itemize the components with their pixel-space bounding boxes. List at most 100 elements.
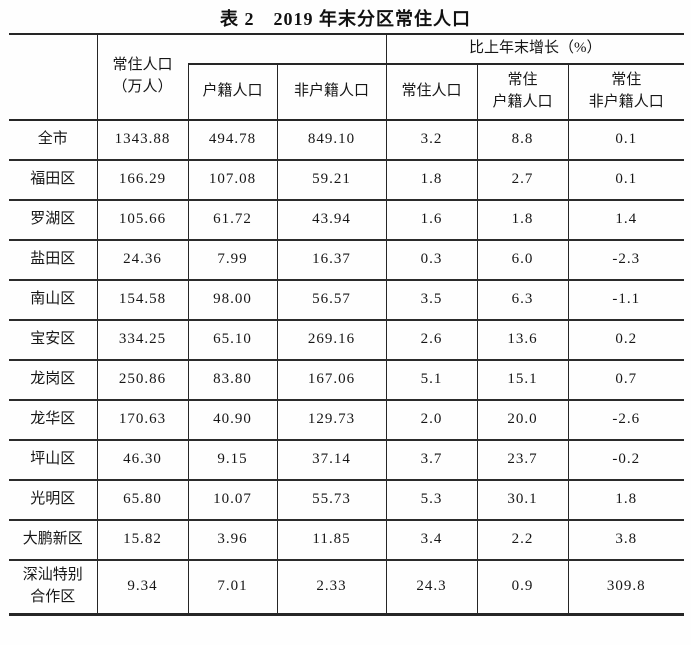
value-cell: -0.2 xyxy=(567,440,685,481)
value-cell: 166.29 xyxy=(96,160,189,201)
value-cell: 154.58 xyxy=(96,280,189,321)
value-cell: 334.25 xyxy=(96,320,189,361)
value-cell: 37.14 xyxy=(276,440,387,481)
value-cell: 3.8 xyxy=(567,520,685,561)
value-cell: -2.6 xyxy=(567,400,685,441)
value-cell: 2.0 xyxy=(385,400,478,441)
value-cell: 13.6 xyxy=(476,320,569,361)
row-label-cell: 大鹏新区 xyxy=(9,520,98,561)
value-cell: 15.82 xyxy=(96,520,189,561)
value-cell: -2.3 xyxy=(567,240,685,281)
value-cell: 167.06 xyxy=(276,360,387,401)
value-cell: 494.78 xyxy=(187,120,278,161)
value-cell: 16.37 xyxy=(276,240,387,281)
table-row: 光明区 65.80 10.07 55.73 5.3 30.1 1.8 xyxy=(9,480,685,521)
table-row: 福田区 166.29 107.08 59.21 1.8 2.7 0.1 xyxy=(9,160,685,201)
value-cell: 55.73 xyxy=(276,480,387,521)
value-cell: 24.3 xyxy=(385,560,478,615)
value-cell: 1.8 xyxy=(567,480,685,521)
header-resident-total: 常住人口 （万人） xyxy=(96,34,188,121)
value-cell: 170.63 xyxy=(96,400,189,441)
value-cell: 0.1 xyxy=(567,160,685,201)
value-cell: 3.7 xyxy=(385,440,478,481)
value-cell: 5.1 xyxy=(385,360,478,401)
value-cell: 1.6 xyxy=(385,200,478,241)
table-row: 深汕特别合作区 9.34 7.01 2.33 24.3 0.9 309.8 xyxy=(9,560,685,615)
value-cell: 3.5 xyxy=(385,280,478,321)
value-cell: 20.0 xyxy=(476,400,569,441)
header-growth-group: 比上年末增长（%） xyxy=(385,34,685,65)
value-cell: 30.1 xyxy=(476,480,569,521)
value-cell: 56.57 xyxy=(276,280,387,321)
table-row: 大鹏新区 15.82 3.96 11.85 3.4 2.2 3.8 xyxy=(9,520,685,561)
header-blank-cell xyxy=(9,34,98,121)
value-cell: 15.1 xyxy=(476,360,569,401)
table-row: 坪山区 46.30 9.15 37.14 3.7 23.7 -0.2 xyxy=(9,440,685,481)
value-cell: 2.7 xyxy=(476,160,569,201)
table-row: 盐田区 24.36 7.99 16.37 0.3 6.0 -2.3 xyxy=(9,240,685,281)
value-cell: 849.10 xyxy=(276,120,387,161)
value-cell: 61.72 xyxy=(187,200,278,241)
value-cell: 309.8 xyxy=(567,560,685,615)
value-cell: 0.2 xyxy=(567,320,685,361)
value-cell: 7.01 xyxy=(187,560,278,615)
value-cell: 129.73 xyxy=(276,400,387,441)
value-cell: 7.99 xyxy=(187,240,278,281)
value-cell: 107.08 xyxy=(187,160,278,201)
value-cell: 59.21 xyxy=(276,160,387,201)
row-label-cell: 福田区 xyxy=(9,160,98,201)
value-cell: 98.00 xyxy=(187,280,278,321)
value-cell: 105.66 xyxy=(96,200,189,241)
row-label-cell: 全市 xyxy=(9,120,98,161)
table-row: 宝安区 334.25 65.10 269.16 2.6 13.6 0.2 xyxy=(9,320,685,361)
row-label-cell: 南山区 xyxy=(9,280,98,321)
value-cell: 269.16 xyxy=(276,320,387,361)
table-title: 表 2 2019 年末分区常住人口 xyxy=(220,9,471,29)
header-non-registered: 非户籍人口 xyxy=(276,64,387,121)
value-cell: 250.86 xyxy=(96,360,189,401)
value-cell: 6.0 xyxy=(476,240,569,281)
row-label-cell: 光明区 xyxy=(9,480,98,521)
table-row: 罗湖区 105.66 61.72 43.94 1.6 1.8 1.4 xyxy=(9,200,685,241)
header-strip-cell xyxy=(188,34,387,65)
value-cell: 1.4 xyxy=(567,200,685,241)
row-label-cell: 深汕特别合作区 xyxy=(9,560,98,615)
row-label-cell: 宝安区 xyxy=(9,320,98,361)
value-cell: 24.36 xyxy=(96,240,189,281)
value-cell: 5.3 xyxy=(385,480,478,521)
row-label-cell: 盐田区 xyxy=(9,240,98,281)
value-cell: 0.1 xyxy=(567,120,685,161)
value-cell: 2.6 xyxy=(385,320,478,361)
value-cell: 0.3 xyxy=(385,240,478,281)
header-row-sub: 户籍人口 非户籍人口 常住人口 常住 户籍人口 常住 非户籍人口 xyxy=(9,64,685,121)
value-cell: 9.15 xyxy=(187,440,278,481)
value-cell: 3.2 xyxy=(385,120,478,161)
value-cell: 6.3 xyxy=(476,280,569,321)
value-cell: 1.8 xyxy=(476,200,569,241)
row-label-cell: 罗湖区 xyxy=(9,200,98,241)
value-cell: 1343.88 xyxy=(96,120,189,161)
value-cell: 46.30 xyxy=(96,440,189,481)
value-cell: 10.07 xyxy=(187,480,278,521)
header-growth-non-registered: 常住 非户籍人口 xyxy=(567,64,685,121)
value-cell: 3.4 xyxy=(385,520,478,561)
header-registered: 户籍人口 xyxy=(187,64,278,121)
value-cell: 23.7 xyxy=(476,440,569,481)
row-label-cell: 龙华区 xyxy=(9,400,98,441)
value-cell: 9.34 xyxy=(96,560,189,615)
value-cell: 65.10 xyxy=(187,320,278,361)
value-cell: 3.96 xyxy=(187,520,278,561)
value-cell: 43.94 xyxy=(276,200,387,241)
value-cell: 2.33 xyxy=(276,560,387,615)
value-cell: 8.8 xyxy=(476,120,569,161)
row-label-cell: 龙岗区 xyxy=(9,360,98,401)
value-cell: 11.85 xyxy=(276,520,387,561)
table-row: 全市 1343.88 494.78 849.10 3.2 8.8 0.1 xyxy=(9,120,685,161)
value-cell: 0.7 xyxy=(567,360,685,401)
value-cell: 65.80 xyxy=(96,480,189,521)
table-row: 龙岗区 250.86 83.80 167.06 5.1 15.1 0.7 xyxy=(9,360,685,401)
value-cell: -1.1 xyxy=(567,280,685,321)
table-row: 南山区 154.58 98.00 56.57 3.5 6.3 -1.1 xyxy=(9,280,685,321)
value-cell: 40.90 xyxy=(187,400,278,441)
